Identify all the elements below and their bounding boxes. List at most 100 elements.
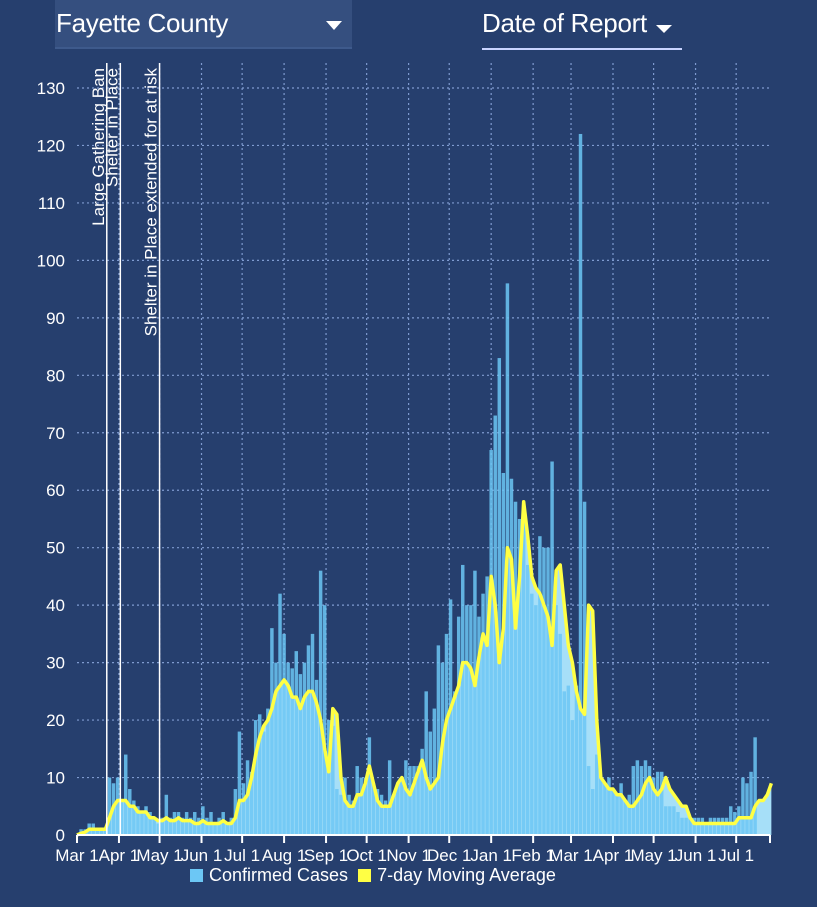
confirmed-cases-bar[interactable]: [302, 662, 307, 835]
confirmed-cases-bar[interactable]: [659, 771, 664, 835]
confirmed-cases-bar[interactable]: [473, 570, 477, 835]
confirmed-cases-bar[interactable]: [611, 789, 615, 835]
confirmed-cases-bar[interactable]: [696, 817, 700, 835]
confirmed-cases-bar[interactable]: [355, 766, 359, 835]
confirmed-cases-bar[interactable]: [180, 817, 185, 835]
confirmed-cases-bar[interactable]: [664, 806, 668, 835]
confirmed-cases-bar[interactable]: [481, 593, 485, 835]
confirmed-cases-bar[interactable]: [396, 783, 400, 835]
confirmed-cases-bar[interactable]: [688, 817, 692, 835]
confirmed-cases-bar[interactable]: [432, 708, 437, 835]
confirmed-cases-bar[interactable]: [668, 806, 672, 835]
confirmed-cases-bar[interactable]: [152, 817, 156, 835]
confirmed-cases-bar[interactable]: [278, 593, 282, 835]
confirmed-cases-bar[interactable]: [229, 817, 234, 835]
confirmed-cases-bar[interactable]: [586, 766, 591, 835]
confirmed-cases-bar[interactable]: [184, 812, 189, 835]
confirmed-cases-bar[interactable]: [95, 829, 100, 835]
confirmed-cases-bar[interactable]: [286, 662, 290, 835]
confirmed-cases-bar[interactable]: [627, 794, 631, 835]
confirmed-cases-bar[interactable]: [712, 817, 717, 835]
chevron-down-icon[interactable]: [326, 21, 342, 30]
confirmed-cases-bar[interactable]: [676, 812, 680, 835]
confirmed-cases-bar[interactable]: [188, 817, 193, 835]
confirmed-cases-bar[interactable]: [550, 461, 554, 836]
confirmed-cases-bar[interactable]: [530, 593, 534, 835]
confirmed-cases-bar[interactable]: [724, 817, 729, 835]
confirmed-cases-bar[interactable]: [383, 800, 388, 835]
confirmed-cases-bar[interactable]: [424, 691, 428, 835]
confirmed-cases-bar[interactable]: [282, 633, 286, 835]
confirmed-cases-bar[interactable]: [619, 783, 623, 835]
confirmed-cases-bar[interactable]: [347, 794, 351, 835]
confirmed-cases-bar[interactable]: [217, 817, 221, 835]
confirmed-cases-bar[interactable]: [164, 794, 169, 835]
confirmed-cases-bar[interactable]: [570, 720, 575, 835]
confirmed-cases-bar[interactable]: [331, 725, 335, 835]
confirmed-cases-bar[interactable]: [408, 766, 412, 835]
confirmed-cases-bar[interactable]: [562, 691, 566, 835]
confirmed-cases-bar[interactable]: [651, 777, 656, 835]
confirmed-cases-bar[interactable]: [115, 777, 120, 835]
confirmed-cases-bar[interactable]: [749, 771, 753, 835]
confirmed-cases-bar[interactable]: [416, 766, 420, 835]
confirmed-cases-bar[interactable]: [160, 817, 165, 835]
confirmed-cases-bar[interactable]: [741, 777, 745, 835]
confirmed-cases-bar[interactable]: [509, 478, 514, 835]
confirmed-cases-bar[interactable]: [684, 817, 688, 835]
confirmed-cases-bar[interactable]: [477, 616, 481, 835]
confirmed-cases-bar[interactable]: [119, 800, 124, 835]
confirmed-cases-bar[interactable]: [607, 777, 611, 835]
confirmed-cases-bar[interactable]: [371, 783, 376, 835]
confirmed-cases-bar[interactable]: [363, 777, 368, 835]
confirmed-cases-bar[interactable]: [521, 518, 526, 835]
confirmed-cases-bar[interactable]: [375, 789, 380, 835]
confirmed-cases-bar[interactable]: [456, 616, 461, 835]
confirmed-cases-bar[interactable]: [132, 800, 136, 835]
confirmed-cases-bar[interactable]: [249, 771, 254, 835]
confirmed-cases-bar[interactable]: [554, 605, 558, 835]
confirmed-cases-bar[interactable]: [444, 633, 449, 835]
confirmed-cases-bar[interactable]: [647, 766, 652, 835]
confirmed-cases-bar[interactable]: [306, 645, 311, 835]
confirmed-cases-bar[interactable]: [136, 806, 140, 835]
confirmed-cases-bar[interactable]: [631, 766, 636, 835]
confirmed-cases-bar[interactable]: [391, 794, 396, 835]
confirmed-cases-bar[interactable]: [745, 783, 749, 835]
confirmed-cases-bar[interactable]: [428, 731, 432, 835]
confirmed-cases-bar[interactable]: [595, 754, 599, 835]
confirmed-cases-bar[interactable]: [615, 794, 619, 835]
confirmed-cases-bar[interactable]: [501, 472, 506, 835]
confirmed-cases-bar[interactable]: [469, 605, 473, 835]
confirmed-cases-bar[interactable]: [497, 358, 502, 835]
confirmed-cases-bar[interactable]: [379, 794, 384, 835]
confirmed-cases-bar[interactable]: [448, 599, 453, 835]
confirmed-cases-bar[interactable]: [639, 766, 644, 835]
confirmed-cases-bar[interactable]: [643, 760, 648, 835]
confirmed-cases-bar[interactable]: [465, 605, 469, 835]
confirmed-cases-bar[interactable]: [729, 806, 733, 835]
confirmed-cases-bar[interactable]: [176, 812, 181, 835]
confirmed-cases-bar[interactable]: [692, 817, 696, 835]
confirmed-cases-bar[interactable]: [387, 760, 392, 835]
confirmed-cases-bar[interactable]: [546, 547, 550, 835]
confirmed-cases-bar[interactable]: [753, 737, 757, 835]
confirmed-cases-bar[interactable]: [294, 651, 298, 835]
confirmed-cases-bar[interactable]: [241, 783, 246, 835]
confirmed-cases-bar[interactable]: [599, 777, 603, 835]
confirmed-cases-bar[interactable]: [542, 547, 546, 835]
confirmed-cases-bar[interactable]: [298, 674, 303, 835]
confirmed-cases-bar[interactable]: [672, 806, 676, 835]
confirmed-cases-bar[interactable]: [590, 789, 595, 835]
confirmed-cases-bar[interactable]: [538, 536, 542, 835]
confirmed-cases-bar[interactable]: [205, 817, 209, 835]
confirmed-cases-bar[interactable]: [525, 564, 530, 835]
confirmed-cases-bar[interactable]: [144, 806, 148, 835]
confirmed-cases-bar[interactable]: [172, 812, 177, 835]
confirmed-cases-bar[interactable]: [103, 829, 108, 835]
confirmed-cases-bar[interactable]: [623, 800, 627, 835]
confirmed-cases-bar[interactable]: [237, 731, 242, 835]
confirmed-cases-bar[interactable]: [436, 645, 441, 835]
confirmed-cases-bar[interactable]: [489, 450, 493, 835]
confirmed-cases-bar[interactable]: [485, 576, 489, 835]
